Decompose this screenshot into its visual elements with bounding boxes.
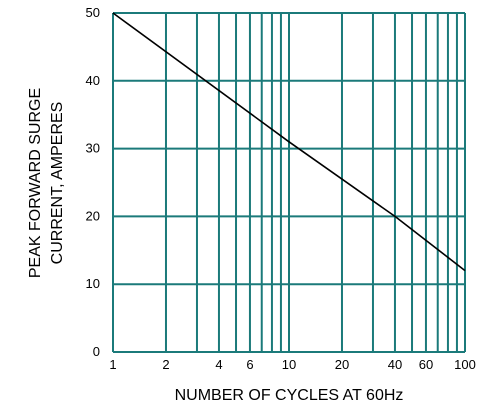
x-tick-label: 6: [246, 357, 253, 372]
y-tick-label: 0: [93, 344, 100, 359]
vertical-gridlines: [112, 13, 466, 352]
y-axis-title-line-1: PEAK FORWARD SURGE: [27, 88, 44, 278]
x-tick-label: 20: [335, 357, 349, 372]
series-line: [112, 12, 466, 272]
y-axis-title-group: PEAK FORWARD SURGE CURRENT, AMPERES: [27, 88, 66, 278]
x-axis-title: NUMBER OF CYCLES AT 60Hz: [175, 387, 404, 404]
y-tick-label: 20: [86, 208, 100, 223]
y-tick-label: 10: [86, 276, 100, 291]
y-tick-label: 30: [86, 141, 100, 156]
x-tick-label: 1: [109, 357, 116, 372]
x-tick-label: 4: [215, 357, 222, 372]
x-tick-labels: 1 2 4 6 10 20 40 60 100: [109, 357, 475, 372]
y-tick-label: 40: [86, 73, 100, 88]
y-tick-labels: 0 10 20 30 40 50: [86, 5, 100, 359]
y-tick-label: 50: [86, 5, 100, 20]
series-group: [112, 12, 466, 272]
x-tick-label: 40: [388, 357, 402, 372]
x-tick-label: 2: [162, 357, 169, 372]
x-tick-label: 60: [419, 357, 433, 372]
x-tick-label: 10: [282, 357, 296, 372]
y-axis-title-line-2: CURRENT, AMPERES: [49, 102, 66, 265]
horizontal-gridlines: [113, 12, 465, 353]
x-tick-label: 100: [454, 357, 476, 372]
